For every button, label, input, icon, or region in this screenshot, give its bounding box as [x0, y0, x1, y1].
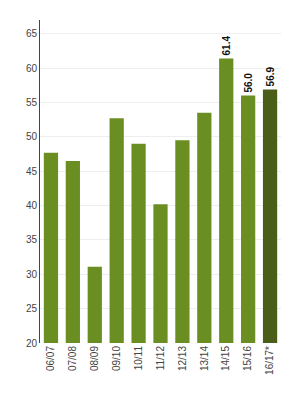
svg-text:25: 25	[26, 303, 38, 314]
svg-text:16/17*: 16/17*	[264, 346, 275, 375]
svg-text:10/11: 10/11	[133, 346, 144, 371]
svg-text:06/07: 06/07	[45, 346, 56, 371]
svg-text:07/08: 07/08	[67, 346, 78, 371]
svg-text:12/13: 12/13	[177, 346, 188, 371]
svg-text:15/16: 15/16	[242, 346, 253, 371]
svg-text:55: 55	[26, 97, 38, 108]
svg-text:20: 20	[26, 338, 38, 349]
svg-text:45: 45	[26, 166, 38, 177]
svg-text:61.4: 61.4	[221, 36, 232, 56]
svg-text:65: 65	[26, 28, 38, 39]
svg-text:56.9: 56.9	[265, 67, 276, 87]
svg-text:56.0: 56.0	[243, 73, 254, 93]
svg-text:08/09: 08/09	[89, 346, 100, 371]
svg-text:60: 60	[26, 63, 38, 74]
svg-text:13/14: 13/14	[199, 346, 210, 371]
svg-text:40: 40	[26, 200, 38, 211]
svg-text:35: 35	[26, 234, 38, 245]
svg-text:50: 50	[26, 131, 38, 142]
svg-text:30: 30	[26, 269, 38, 280]
svg-text:14/15: 14/15	[220, 346, 231, 371]
svg-text:09/10: 09/10	[111, 346, 122, 371]
svg-text:11/12: 11/12	[155, 346, 166, 371]
